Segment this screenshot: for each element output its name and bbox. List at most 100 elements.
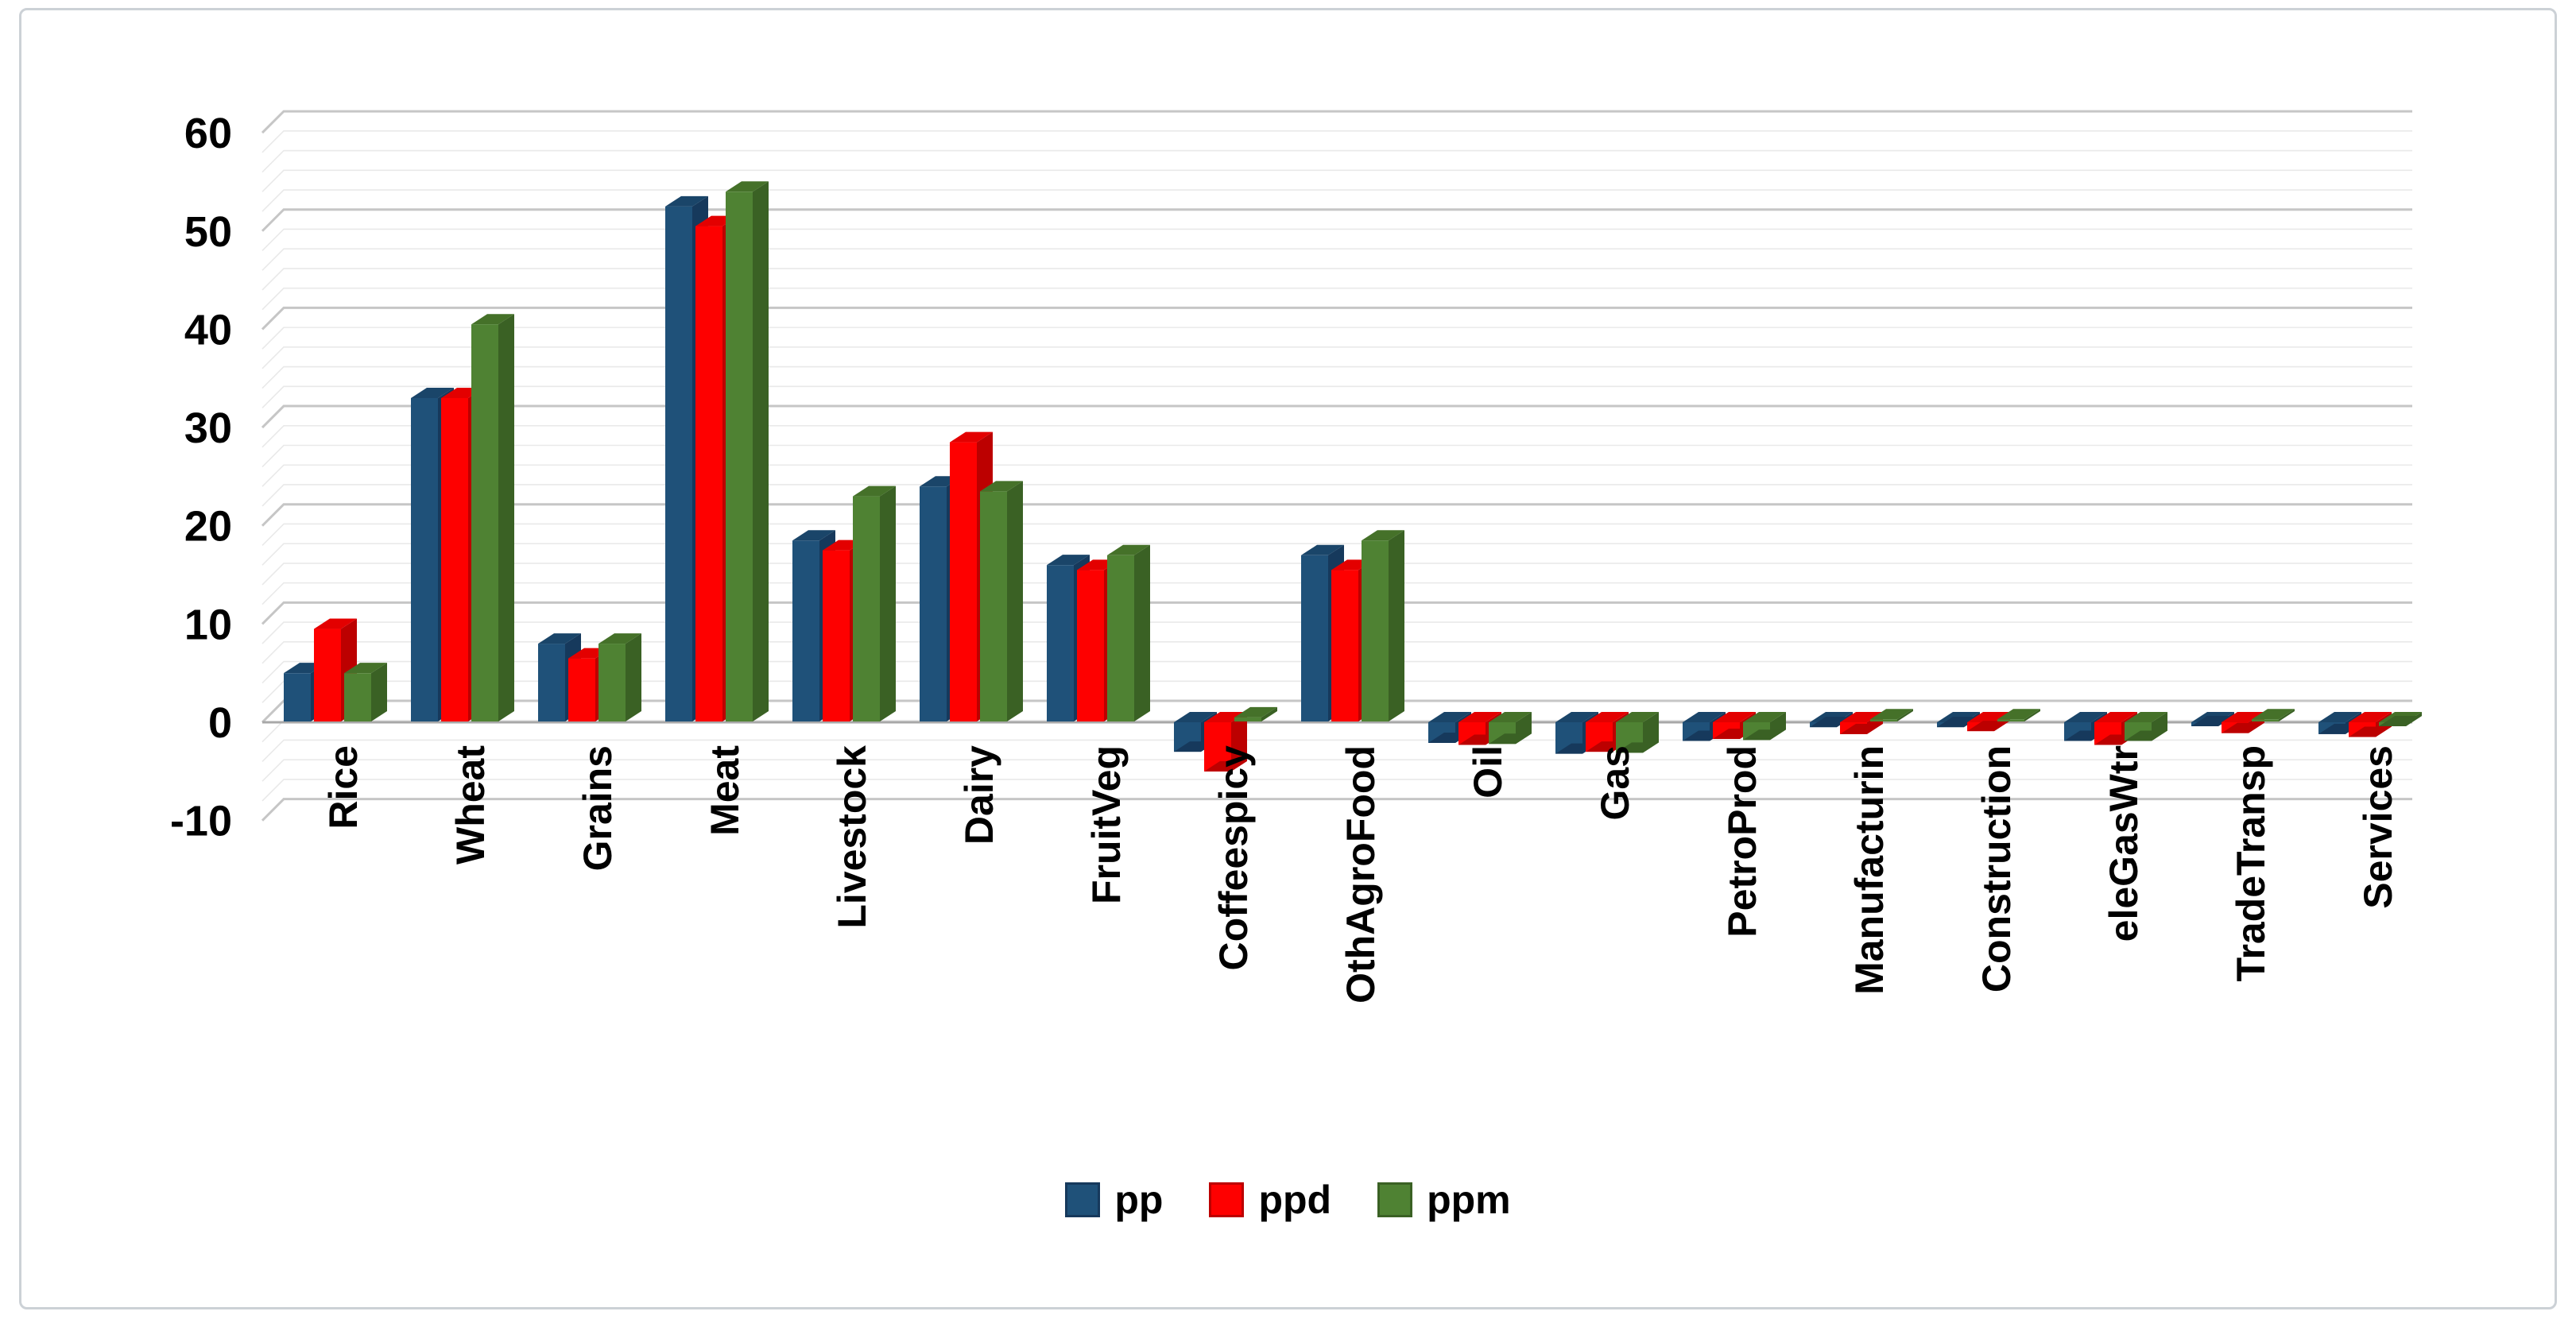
minor-gridline: [261, 149, 2412, 173]
bar-top-face: [1586, 712, 1629, 722]
category-label: Services: [2356, 745, 2400, 909]
bar-top-face: [1713, 712, 1756, 722]
minor-gridline: [261, 523, 2412, 546]
bar-bottom-face: [2222, 722, 2264, 733]
minor-gridline: [261, 484, 2412, 507]
category-label: Construction: [1974, 745, 2019, 992]
bar-ppd-Wheat: [441, 397, 468, 721]
bar-top-face: [411, 387, 454, 398]
y-axis-tick-label: 30: [184, 404, 232, 452]
bar-ppm-Rice: [344, 673, 371, 721]
bar-bottom-face: [1743, 729, 1786, 741]
bar-bottom-face: [1840, 723, 1883, 734]
bar-top-face: [1683, 712, 1726, 722]
minor-gridline: [261, 130, 2412, 153]
category-label: FruitVeg: [1084, 745, 1129, 904]
bar-pp-Livestock: [792, 540, 819, 721]
bar-top-face: [2318, 712, 2361, 722]
bar-top-face: [1997, 709, 2040, 720]
bar-top-face: [2222, 712, 2264, 722]
y-axis-tick-label: 40: [184, 306, 232, 354]
y-axis-tick-label: 60: [184, 110, 232, 157]
minor-gridline: [261, 660, 2412, 684]
minor-gridline: [261, 189, 2412, 212]
bar-side-face: [2024, 709, 2040, 721]
bar-top-face: [1555, 712, 1598, 722]
bar-bottom-face: [2125, 730, 2167, 741]
bar-top-face: [1107, 544, 1150, 555]
bar-top-face: [726, 181, 769, 192]
major-gridline: [261, 404, 2412, 429]
bar-bottom-face: [1204, 760, 1247, 772]
legend-item-ppm: ppm: [1377, 1178, 1511, 1222]
bar-top-face: [2252, 709, 2295, 720]
legend-swatch-ppm: [1377, 1182, 1413, 1217]
bar-top-face: [1743, 712, 1786, 722]
bar-top-face: [314, 618, 357, 629]
bar-ppd-Livestock: [823, 550, 850, 721]
bar-side-face: [753, 181, 769, 722]
major-gridline: [261, 503, 2412, 527]
minor-gridline: [261, 346, 2412, 369]
category-label: TradeTransp: [2229, 745, 2273, 981]
minor-gridline: [261, 779, 2412, 802]
bar-top-face: [1428, 712, 1471, 722]
category-label: Manufacturin: [1847, 745, 1892, 995]
bar-top-face: [1840, 712, 1883, 722]
bar-top-face: [538, 633, 581, 644]
category-label: eleGasWtr: [2101, 745, 2146, 942]
bar-top-face: [1047, 555, 1090, 566]
bar-bottom-face: [1616, 742, 1659, 753]
major-gridline: [261, 306, 2412, 331]
legend-label-ppd: ppd: [1258, 1178, 1332, 1222]
minor-gridline: [261, 287, 2412, 311]
category-label: Livestock: [830, 745, 874, 929]
bar-top-face: [1458, 712, 1501, 722]
bar-top-face: [1204, 712, 1247, 722]
category-label: Dairy: [957, 745, 1001, 845]
bar-ppm-Wheat: [471, 324, 498, 721]
major-gridline: [261, 110, 2412, 134]
bar-ppm-Meat: [726, 191, 753, 722]
category-label: Oil: [1466, 745, 1510, 799]
bar-side-face: [1261, 706, 1277, 721]
bar-ppm-OthAgroFood: [1362, 540, 1389, 721]
bar-side-face: [880, 485, 896, 721]
minor-gridline: [261, 582, 2412, 605]
category-label: Coffeespicy: [1211, 745, 1256, 971]
bar-top-face: [1301, 544, 1344, 555]
bar-bottom-face: [1937, 717, 1980, 728]
bar-ppm-TradeTransp: [2252, 719, 2279, 721]
bar-side-face: [1389, 530, 1404, 721]
bar-ppm-Manufacturin: [1870, 719, 1897, 721]
category-label: Wheat: [448, 745, 493, 865]
bar-top-face: [598, 633, 641, 644]
bar-top-face: [853, 485, 896, 497]
bar-ppd-FruitVeg: [1077, 570, 1104, 721]
bar-bottom-face: [2379, 715, 2422, 726]
minor-gridline: [261, 268, 2412, 291]
bar-ppd-Rice: [314, 629, 341, 721]
bar-ppm-Livestock: [853, 496, 880, 721]
minor-gridline: [261, 248, 2412, 271]
bar-side-face: [1897, 709, 1913, 721]
category-label: Rice: [321, 745, 366, 830]
bar-bottom-face: [1810, 717, 1853, 728]
minor-gridline: [261, 621, 2412, 644]
minor-gridline: [261, 385, 2412, 408]
y-axis-tick-label: 10: [184, 601, 232, 648]
major-gridline: [261, 601, 2412, 625]
minor-gridline: [261, 228, 2412, 252]
bar-top-face: [2349, 712, 2392, 722]
bar-ppd-Grains: [568, 658, 595, 721]
bar-side-face: [1231, 712, 1247, 772]
legend-swatch-ppd: [1209, 1182, 1245, 1217]
category-label: PetroProd: [1720, 745, 1764, 938]
bar-ppm-Construction: [1997, 719, 2024, 721]
minor-gridline: [261, 366, 2412, 389]
legend-label-ppm: ppm: [1427, 1178, 1511, 1222]
bar-side-face: [2279, 709, 2295, 721]
bar-pp-Grains: [538, 644, 565, 721]
bar-bottom-face: [2191, 715, 2234, 726]
minor-gridline: [261, 543, 2412, 566]
